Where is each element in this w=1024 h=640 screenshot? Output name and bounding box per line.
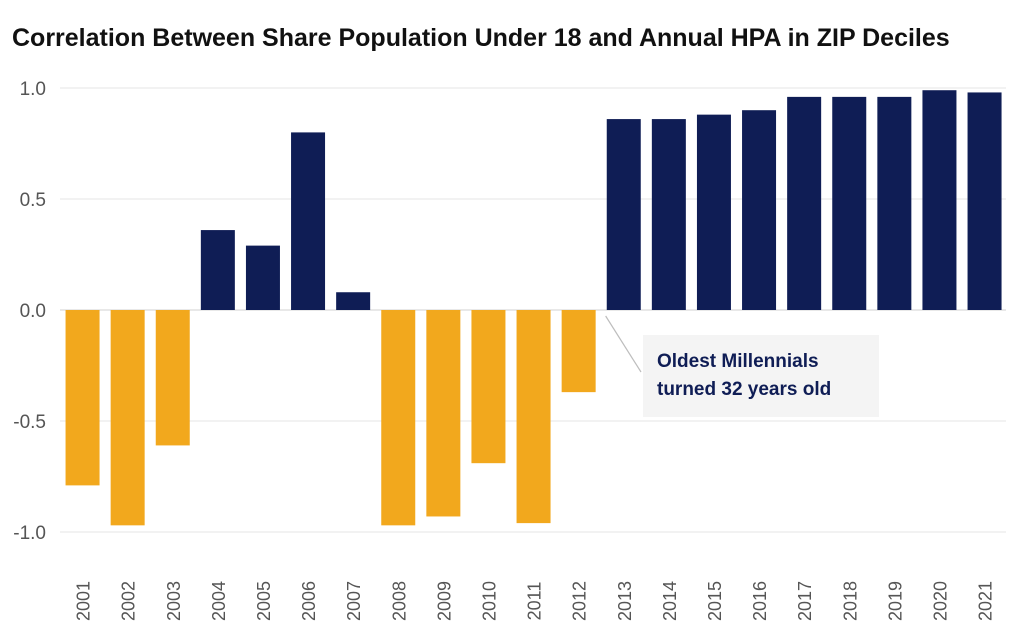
bar-2015 — [696, 114, 731, 310]
annotation-box: Oldest Millennials turned 32 years old — [643, 335, 879, 417]
x-tick-label: 2017 — [795, 581, 815, 621]
x-tick-label: 2013 — [615, 581, 635, 621]
bar-2009 — [426, 310, 461, 517]
x-tick-label: 2010 — [479, 581, 499, 621]
x-tick-label: 2019 — [885, 581, 905, 621]
y-tick-label: -1.0 — [13, 523, 46, 544]
bar-2006 — [291, 132, 326, 310]
bar-2010 — [471, 310, 506, 464]
bar-2013 — [606, 119, 641, 310]
x-tick-label: 2006 — [299, 581, 319, 621]
bar-2005 — [245, 245, 280, 310]
y-tick-label: 0.0 — [20, 301, 46, 322]
x-tick-label: 2002 — [119, 581, 139, 621]
y-tick-label: 1.0 — [20, 79, 46, 100]
bar-2021 — [967, 92, 1002, 310]
x-tick-label: 2004 — [209, 581, 229, 621]
bar-2003 — [155, 310, 190, 446]
bar-2002 — [110, 310, 145, 526]
x-tick-label: 2021 — [976, 581, 996, 621]
x-tick-label: 2009 — [434, 581, 454, 621]
annotation-connector — [605, 315, 642, 373]
x-tick-label: 2003 — [164, 581, 184, 621]
x-tick-label: 2018 — [840, 581, 860, 621]
bar-2016 — [742, 110, 777, 310]
x-tick-label: 2011 — [525, 582, 545, 621]
y-tick-label: 0.5 — [20, 190, 46, 211]
bar-2014 — [651, 119, 686, 310]
bar-2018 — [832, 96, 867, 310]
x-tick-label: 2015 — [705, 581, 725, 621]
bar-2008 — [381, 310, 416, 526]
bar-2020 — [922, 90, 957, 310]
x-tick-label: 2016 — [750, 581, 770, 621]
x-tick-label: 2001 — [74, 581, 94, 621]
chart-title: Correlation Between Share Population Und… — [12, 24, 950, 52]
x-tick-label: 2012 — [570, 581, 590, 621]
x-tick-label: 2014 — [660, 581, 680, 621]
y-tick-label: -0.5 — [13, 412, 46, 433]
bar-2017 — [787, 96, 822, 310]
bar-2011 — [516, 310, 551, 524]
bar-2007 — [336, 292, 371, 310]
bar-2012 — [561, 310, 596, 393]
bar-2019 — [877, 96, 912, 310]
x-tick-label: 2007 — [344, 581, 364, 621]
annotation-line-1: Oldest Millennials — [657, 351, 819, 372]
x-tick-label: 2005 — [254, 581, 274, 621]
bar-2001 — [65, 310, 100, 486]
x-tick-label: 2008 — [389, 581, 409, 621]
bar-2004 — [200, 230, 235, 310]
annotation-line-2: turned 32 years old — [657, 379, 832, 400]
x-tick-label: 2020 — [930, 581, 950, 621]
